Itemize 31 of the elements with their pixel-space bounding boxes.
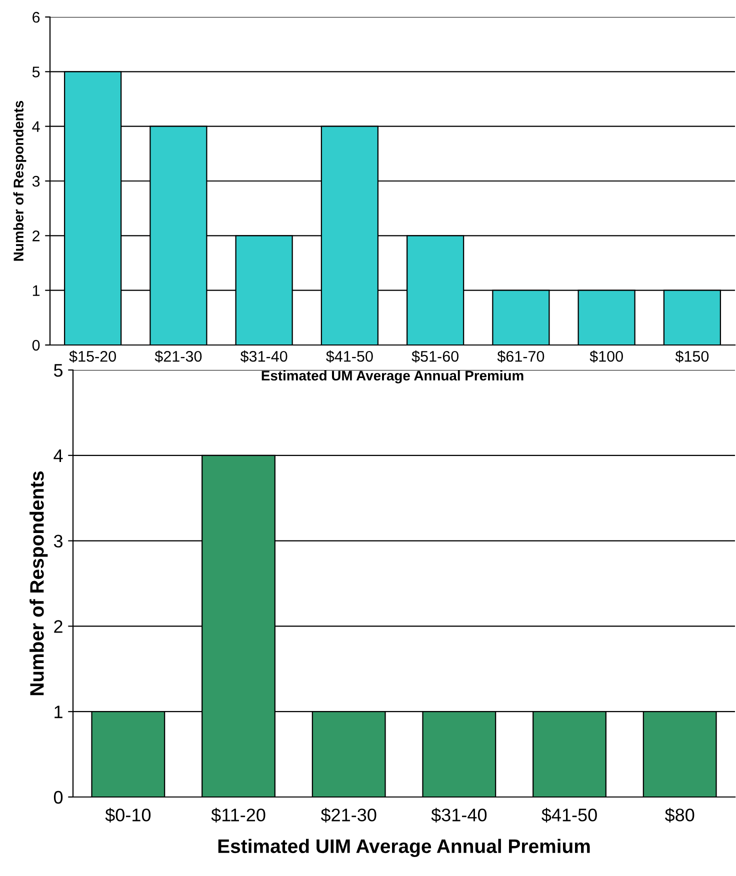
x-tick-label: $11-20 — [211, 808, 266, 822]
y-tick-label: 3 — [32, 176, 40, 187]
y-tick-label: 1 — [32, 285, 40, 296]
x-tick-label: $15-20 — [69, 350, 116, 363]
x-tick-label: $21-30 — [320, 808, 376, 822]
x-tick-label: $41-50 — [326, 350, 373, 363]
x-tick-label: $41-50 — [542, 808, 597, 822]
y-tick-label: 0 — [32, 340, 40, 351]
x-axis-title: Estimated UM Average Annual Premium — [262, 370, 524, 384]
x-tick-label: $0-10 — [105, 808, 151, 822]
x-tick-label: $31-40 — [431, 808, 487, 822]
y-tick-label: 5 — [32, 66, 40, 78]
x-tick-label: $80 — [664, 808, 694, 822]
y-tick-label: 2 — [32, 230, 40, 242]
x-tick-label: $21-30 — [154, 350, 202, 363]
y-tick-label: 4 — [54, 450, 63, 462]
y-tick-label: 1 — [54, 706, 62, 718]
y-tick-label: 3 — [54, 534, 62, 548]
y-tick-label: 2 — [54, 620, 62, 633]
y-tick-label: 6 — [32, 12, 40, 23]
x-tick-label: $51-60 — [412, 350, 459, 363]
x-tick-label: $150 — [675, 350, 709, 363]
x-tick-label: $61-70 — [497, 350, 544, 363]
x-tick-label: $100 — [590, 350, 623, 363]
y-tick-label: 0 — [54, 790, 63, 804]
y-axis-title: Number of Respondents — [13, 100, 26, 261]
x-axis-title: Estimated UIM Average Annual Premium — [218, 838, 590, 858]
x-tick-label: $31-40 — [240, 350, 288, 363]
y-tick-label: 5 — [54, 364, 63, 377]
y-axis-title: Number of Respondents — [30, 471, 48, 696]
y-tick-label: 4 — [32, 121, 40, 132]
